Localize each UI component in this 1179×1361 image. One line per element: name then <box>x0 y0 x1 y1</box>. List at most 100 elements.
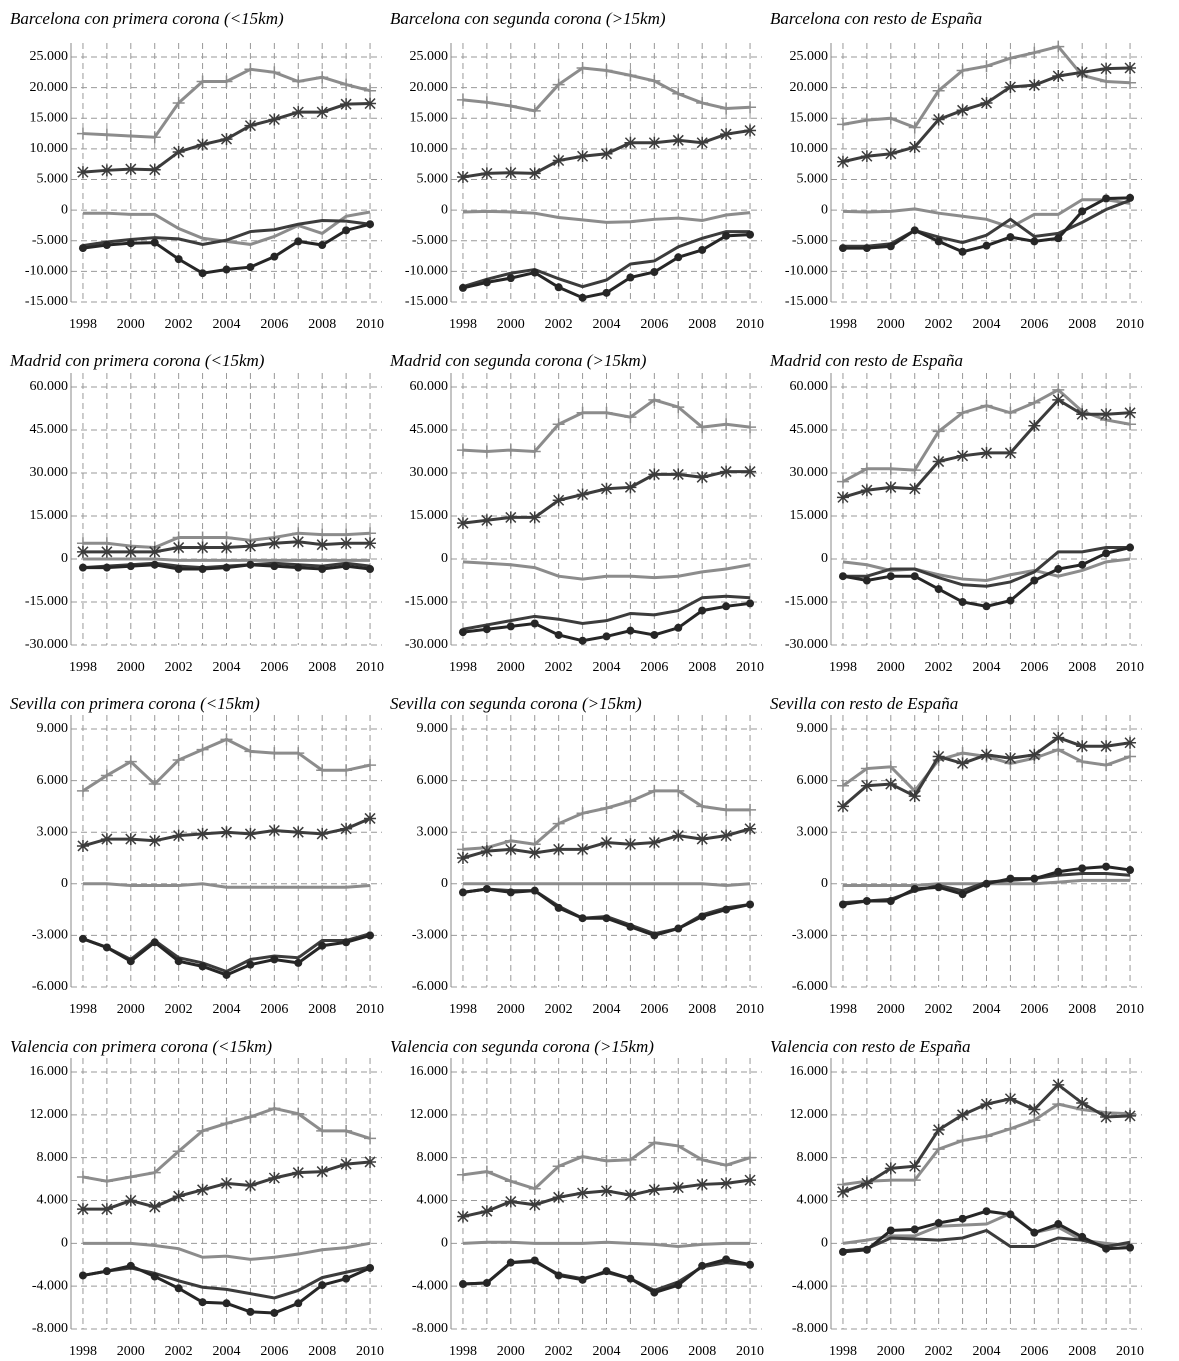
marker-circle <box>366 565 375 574</box>
marker-circle <box>458 628 467 637</box>
y-tick-label: -6.000 <box>792 979 828 994</box>
marker-star <box>196 827 209 840</box>
marker-plus <box>600 64 613 77</box>
marker-star <box>340 98 353 111</box>
marker-star <box>648 836 661 849</box>
y-tick-label: 0 <box>441 202 448 217</box>
x-tick-label: 2008 <box>308 1344 336 1359</box>
y-tick-label: -5.000 <box>792 233 828 248</box>
y-tick-label: 6.000 <box>797 773 829 788</box>
x-tick-label: 2008 <box>1068 1002 1096 1017</box>
marker-star <box>648 136 661 149</box>
x-tick-label: 2004 <box>213 317 241 332</box>
marker-circle <box>102 1267 111 1276</box>
marker-star <box>148 1200 161 1213</box>
marker-circle <box>746 599 755 608</box>
marker-plus <box>624 411 637 424</box>
marker-circle <box>722 602 731 611</box>
panel: 60.000 45.000 30.000 15.000 0 -15.000 -30.0001… <box>25 373 384 675</box>
marker-star <box>244 1179 257 1192</box>
y-tick-label: 60.000 <box>30 379 69 394</box>
y-tick-label: 45.000 <box>790 422 829 437</box>
marker-plus <box>836 475 849 488</box>
y-tick-label: 20.000 <box>30 80 69 95</box>
marker-star <box>268 824 281 837</box>
marker-plus <box>720 1159 733 1172</box>
marker-circle <box>1054 867 1063 876</box>
marker-plus <box>884 760 897 773</box>
marker-circle <box>934 585 943 594</box>
marker-star <box>744 1174 757 1187</box>
marker-circle <box>862 244 871 253</box>
marker-circle <box>722 231 731 240</box>
marker-star <box>316 1165 329 1178</box>
marker-plus <box>76 127 89 140</box>
x-tick-label: 2004 <box>213 660 241 675</box>
marker-circle <box>270 955 279 964</box>
y-tick-label: 10.000 <box>790 141 829 156</box>
marker-circle <box>958 598 967 606</box>
marker-circle <box>554 1271 563 1280</box>
y-tick-label: 0 <box>61 876 68 891</box>
marker-circle <box>602 1267 611 1276</box>
marker-star <box>268 537 281 550</box>
marker-circle <box>222 265 231 274</box>
marker-star <box>196 541 209 554</box>
marker-circle <box>102 943 111 952</box>
marker-circle <box>910 226 919 235</box>
x-tick-label: 2010 <box>736 317 764 332</box>
marker-star <box>552 154 565 167</box>
marker-circle <box>910 572 919 581</box>
x-tick-label: 2010 <box>356 1344 384 1359</box>
marker-star <box>600 1184 613 1197</box>
marker-circle <box>698 245 707 254</box>
y-tick-label: -4.000 <box>32 1278 68 1293</box>
marker-plus <box>744 421 757 434</box>
marker-circle <box>78 1271 87 1280</box>
marker-star <box>672 468 685 481</box>
y-tick-label: 15.000 <box>790 110 829 125</box>
marker-star <box>1124 1109 1137 1122</box>
marker-circle <box>886 242 895 251</box>
x-tick-label: 2002 <box>165 1344 193 1359</box>
marker-star <box>836 155 849 168</box>
marker-star <box>148 163 161 176</box>
marker-plus <box>956 747 969 760</box>
x-tick-label: 2004 <box>973 317 1001 332</box>
y-tick-label: -15.000 <box>405 594 448 609</box>
marker-circle <box>602 632 611 641</box>
marker-star <box>956 104 969 117</box>
marker-plus <box>720 803 733 816</box>
x-tick-label: 2000 <box>877 1002 905 1017</box>
marker-circle <box>246 263 255 272</box>
marker-star <box>720 465 733 478</box>
x-tick-label: 2004 <box>593 317 621 332</box>
x-tick-label: 2008 <box>308 660 336 675</box>
marker-plus <box>1124 750 1137 763</box>
marker-plus <box>600 802 613 815</box>
marker-plus <box>1076 755 1089 768</box>
y-tick-label: 9.000 <box>37 721 69 736</box>
marker-circle <box>78 934 87 943</box>
series-line <box>462 230 751 289</box>
x-tick-label: 2000 <box>877 660 905 675</box>
marker-plus <box>148 131 161 144</box>
marker-plus <box>720 102 733 115</box>
marker-star <box>124 833 137 846</box>
marker-star <box>624 481 637 494</box>
marker-star <box>908 1160 921 1173</box>
marker-plus <box>884 462 897 475</box>
y-tick-label: 30.000 <box>30 465 69 480</box>
marker-circle <box>102 241 111 250</box>
y-tick-label: 15.000 <box>30 110 69 125</box>
marker-plus <box>576 62 589 75</box>
marker-plus <box>504 100 517 112</box>
marker-plus <box>552 78 565 91</box>
marker-circle <box>838 244 847 253</box>
y-tick-label: 3.000 <box>37 824 69 839</box>
marker-circle <box>530 268 539 277</box>
marker-circle <box>1078 560 1087 569</box>
marker-circle <box>626 626 635 635</box>
marker-star <box>268 113 281 126</box>
